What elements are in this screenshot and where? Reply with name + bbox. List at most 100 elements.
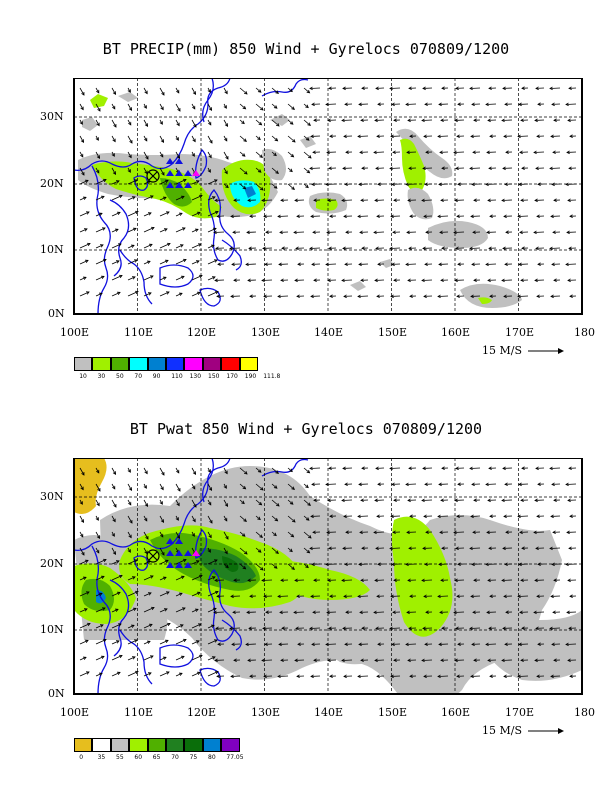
wind-vector-head xyxy=(503,674,507,679)
wind-vector xyxy=(159,103,164,110)
wind-vector xyxy=(239,119,245,124)
wind-vector xyxy=(111,575,123,581)
wind-vector xyxy=(175,467,180,474)
wind-vector-head xyxy=(551,182,555,187)
wind-vector xyxy=(191,195,203,201)
wind-vector-head xyxy=(407,278,411,283)
wind-vector xyxy=(207,639,218,645)
wind-vector xyxy=(95,259,107,265)
wind-vector xyxy=(303,183,309,188)
wind-vector-head xyxy=(144,123,149,128)
wind-vector-head xyxy=(196,211,201,216)
wind-vector xyxy=(127,559,138,565)
wind-vector-head xyxy=(80,519,85,524)
wind-vector-head xyxy=(566,530,570,535)
wind-vector-head xyxy=(233,198,237,202)
wind-vector-head xyxy=(278,262,282,267)
wind-vector xyxy=(191,180,200,185)
wind-vector xyxy=(437,675,449,677)
wind-vector-head xyxy=(291,186,295,190)
wind-vector-head xyxy=(551,562,555,567)
wind-vector-head xyxy=(273,105,278,109)
wind-vector xyxy=(95,244,104,249)
wind-vector-head xyxy=(134,590,139,595)
wind-vector-head xyxy=(310,134,314,139)
wind-vector-head xyxy=(127,89,131,93)
wind-vector-head xyxy=(549,626,553,631)
wind-vector-head xyxy=(441,86,445,90)
wind-vector-head xyxy=(175,517,179,521)
wind-vector xyxy=(485,643,497,645)
wind-vector xyxy=(111,672,121,677)
wind-vector xyxy=(533,531,545,533)
wind-vector-head xyxy=(393,658,397,662)
wind-vector-head xyxy=(535,166,539,171)
wind-vector xyxy=(277,675,289,677)
colorbar-label: 30 xyxy=(97,373,106,380)
wind-vector-head xyxy=(100,655,105,660)
gyre-locations xyxy=(146,538,200,568)
wind-vector-head xyxy=(377,182,381,186)
wind-vector-head xyxy=(375,546,379,551)
wind-vector-head xyxy=(216,294,220,299)
wind-vector-head xyxy=(131,656,136,660)
wind-vector-head xyxy=(117,243,122,247)
colorbar-label: 150 xyxy=(208,373,220,380)
wind-vector-head xyxy=(568,166,572,171)
wind-vector-head xyxy=(197,623,202,627)
wind-vector-head xyxy=(144,503,149,508)
wind-vector-head xyxy=(502,86,506,91)
lon-label: 180 xyxy=(574,326,595,339)
wind-vector xyxy=(239,515,247,522)
wind-vector-head xyxy=(535,466,539,471)
wind-vector-head xyxy=(408,626,412,631)
wind-vector-head xyxy=(232,610,236,615)
wind-vector-head xyxy=(97,107,101,112)
wind-vector xyxy=(261,579,273,581)
wind-vector-head xyxy=(147,592,152,596)
map-title: BT PRECIP(mm) 850 Wind + Gyrelocs 070809… xyxy=(102,40,510,58)
wind-vector-head xyxy=(487,118,491,123)
wind-vector-head xyxy=(112,518,116,523)
wind-vector-head xyxy=(208,121,212,126)
wind-vector-head xyxy=(569,294,573,298)
wind-vector-head xyxy=(374,198,378,203)
wind-vector xyxy=(357,595,369,597)
wind-vector xyxy=(191,87,196,95)
wind-vector xyxy=(207,259,218,265)
wind-vector-head xyxy=(393,578,397,582)
wind-vector-head xyxy=(224,123,229,128)
wind-vector-head xyxy=(223,485,227,489)
wind-vector xyxy=(191,623,202,629)
wind-vector-head xyxy=(215,626,219,631)
wind-vector-head xyxy=(407,198,411,203)
wind-vector xyxy=(341,119,353,121)
wind-vector xyxy=(111,655,123,661)
wind-vector-head xyxy=(502,466,506,471)
wind-vector xyxy=(357,295,369,297)
wind-vector xyxy=(421,199,433,201)
wind-vector-head xyxy=(520,118,524,123)
wind-vector-head xyxy=(216,594,220,599)
wind-vector-head xyxy=(439,230,443,235)
wind-vector-head xyxy=(133,179,138,183)
wind-vector xyxy=(271,531,277,536)
wind-vector-head xyxy=(454,278,458,283)
wind-vector xyxy=(79,640,89,645)
wind-vector-head xyxy=(327,578,331,583)
wind-vector-head xyxy=(313,498,317,502)
colorbar-swatch xyxy=(166,738,185,752)
wind-vector-head xyxy=(425,530,429,534)
wind-vector xyxy=(79,151,84,158)
wind-vector-head xyxy=(146,640,151,644)
wind-vector xyxy=(357,675,369,677)
wind-vector xyxy=(469,547,481,549)
wind-vector-head xyxy=(342,246,346,251)
wind-vector-head xyxy=(553,498,557,502)
wind-vector-head xyxy=(469,626,473,631)
wind-vector-head xyxy=(519,530,523,535)
wind-vector xyxy=(191,515,196,522)
wind-vector-head xyxy=(441,246,445,250)
wind-vector xyxy=(207,211,219,217)
wind-vector-head xyxy=(457,642,461,646)
